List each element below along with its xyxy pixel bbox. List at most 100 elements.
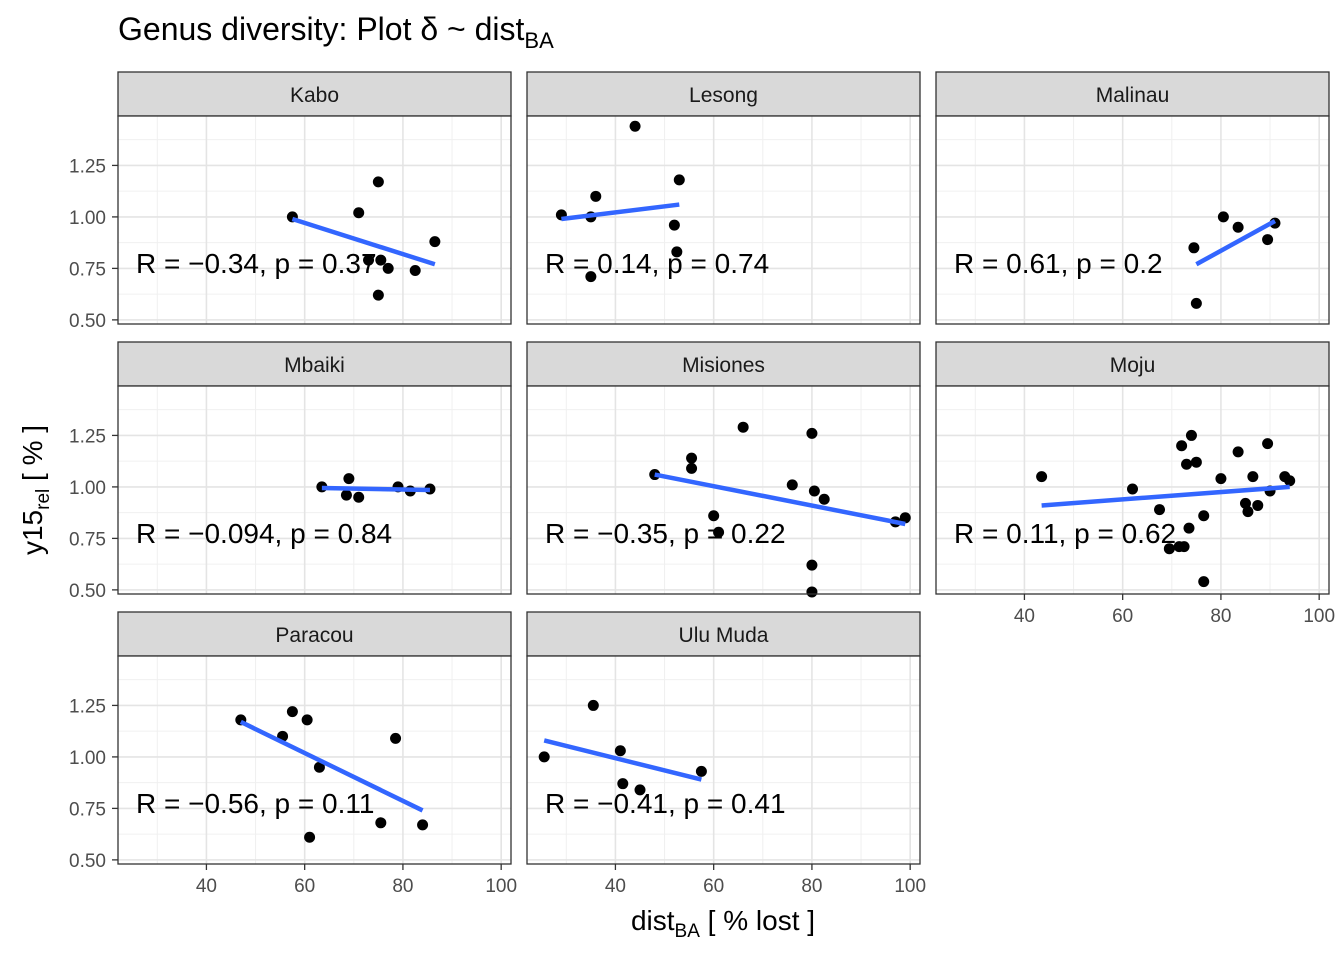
y-tick-label: 0.75: [69, 799, 106, 820]
data-point: [313, 761, 325, 773]
data-point: [1198, 576, 1210, 588]
panel-border: [526, 115, 921, 325]
data-point: [1181, 458, 1193, 470]
facet-strip: [117, 71, 512, 117]
data-point: [695, 765, 707, 777]
data-point: [786, 479, 798, 491]
data-point: [668, 219, 680, 231]
data-point: [1190, 456, 1202, 468]
data-point: [372, 176, 384, 188]
facet-strip-label: Malinau: [1096, 84, 1170, 107]
data-point: [673, 174, 685, 186]
y-tick-label: 1.25: [69, 426, 106, 447]
data-point: [1232, 446, 1244, 458]
y-axis-label-rest: [ % ]: [17, 425, 48, 489]
data-point: [382, 262, 394, 274]
data-point: [353, 207, 365, 219]
chart-title: Genus diversity: Plot δ ~ distBA: [118, 11, 554, 53]
data-point: [1188, 242, 1200, 254]
y-tick-label: 0.75: [69, 529, 106, 550]
data-point: [1252, 499, 1264, 511]
facet-mbaiki: Mbaiki R = −0.094, p = 0.84 0.50 0.75 1.00 1.…: [69, 341, 512, 602]
stat-annotation: R = 0.11, p = 0.62: [954, 518, 1176, 549]
data-point: [671, 246, 683, 258]
data-point: [340, 489, 352, 501]
x-tick-label: 100: [485, 876, 517, 897]
y-tick-label: 0.75: [69, 259, 106, 280]
stat-annotation: R = 0.61, p = 0.2: [954, 248, 1163, 279]
data-point: [1036, 471, 1048, 483]
x-tick-label: 60: [703, 876, 724, 897]
data-point: [286, 706, 298, 718]
regression-line: [561, 202, 680, 222]
x-tick-label: 40: [196, 876, 217, 897]
data-point: [1247, 471, 1259, 483]
data-point: [1217, 211, 1229, 223]
data-point: [1163, 543, 1175, 555]
data-point: [304, 831, 316, 843]
x-tick-label: 40: [1014, 606, 1035, 627]
data-point: [390, 732, 402, 744]
y-tick-label: 0.50: [69, 311, 106, 332]
panel-border: [117, 385, 512, 595]
facet-strip-label: Ulu Muda: [679, 624, 769, 647]
data-point: [808, 485, 820, 497]
facet-moju: Moju R = 0.11, p = 0.62 40 60 80 100: [935, 341, 1335, 627]
data-point: [1198, 510, 1210, 522]
y-tick-label: 0.50: [69, 851, 106, 872]
regression-line: [291, 216, 436, 267]
facet-strip-label: Kabo: [290, 84, 339, 107]
y-axis-label: y15rel [ % ]: [17, 425, 54, 555]
facet-strip-label: Moju: [1110, 354, 1156, 377]
y-tick-label: 1.00: [69, 208, 106, 229]
y-axis-label-main: y15: [17, 510, 48, 555]
panel-border: [117, 655, 512, 865]
facet-strip-label: Lesong: [689, 84, 758, 107]
facet-strip: [117, 611, 512, 657]
x-axis-label-rest: [ % lost ]: [700, 905, 815, 936]
data-point: [614, 745, 626, 757]
chart-title-subscript: BA: [524, 28, 554, 53]
data-point: [1185, 429, 1197, 441]
regression-line: [239, 719, 424, 813]
data-point: [1262, 438, 1274, 450]
panel-background: [936, 116, 1329, 324]
data-point: [899, 512, 911, 524]
facet-strip-label: Paracou: [275, 624, 353, 647]
stat-annotation: R = −0.094, p = 0.84: [136, 518, 392, 549]
x-axis-label-subscript: BA: [675, 921, 701, 942]
data-point: [1284, 475, 1296, 487]
data-point: [1215, 473, 1227, 485]
data-point: [363, 254, 375, 266]
data-point: [634, 784, 646, 796]
data-point: [1154, 504, 1166, 516]
regression-line: [1195, 219, 1277, 267]
facet-strip: [935, 341, 1330, 387]
facet-strip: [935, 71, 1330, 117]
stat-annotation: R = −0.56, p = 0.11: [136, 788, 374, 819]
data-point: [806, 427, 818, 439]
data-point: [343, 473, 355, 485]
data-point: [617, 778, 629, 790]
facet-lesong: Lesong R = 0.14, p = 0.74: [526, 71, 921, 325]
data-point: [417, 819, 429, 831]
x-tick-label: 80: [801, 876, 822, 897]
data-point: [806, 586, 818, 598]
panel-background: [118, 116, 511, 324]
facet-misiones: Misiones R = −0.35, p = 0.22: [526, 341, 921, 598]
x-tick-label: 60: [294, 876, 315, 897]
facet-strip: [526, 341, 921, 387]
data-point: [1232, 221, 1244, 233]
data-point: [590, 190, 602, 202]
panel-border: [526, 385, 921, 595]
data-point: [585, 271, 597, 283]
data-point: [375, 254, 387, 266]
stat-annotation: R = −0.35, p = 0.22: [545, 518, 786, 549]
regression-line: [321, 485, 430, 493]
data-point: [1178, 541, 1190, 553]
data-point: [1190, 297, 1202, 309]
x-axis-label-main: dist: [631, 905, 675, 936]
panel-background: [118, 386, 511, 594]
y-tick-label: 1.25: [69, 696, 106, 717]
